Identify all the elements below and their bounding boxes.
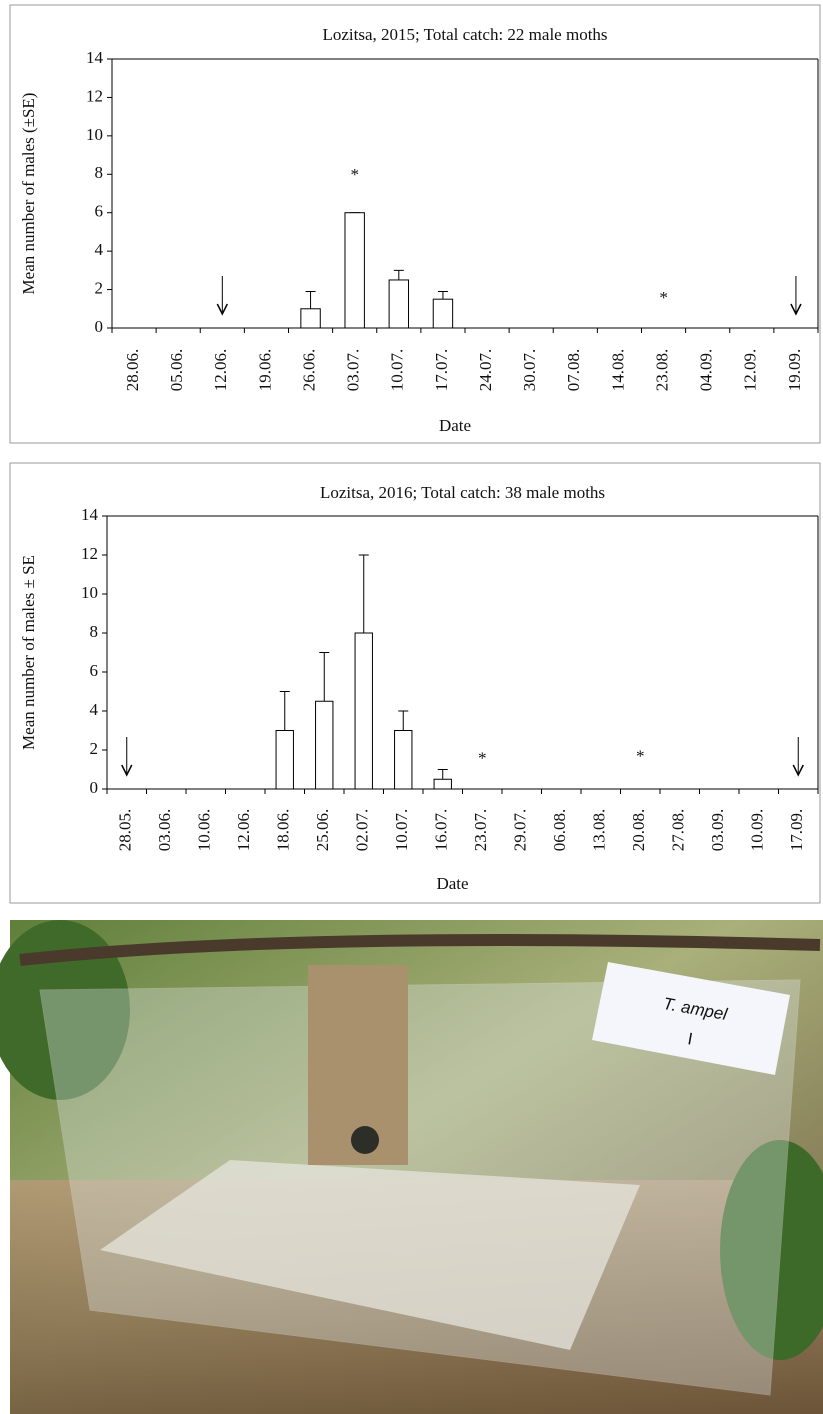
bar xyxy=(389,280,408,328)
y-tick-label: 8 xyxy=(95,163,104,182)
annotation: * xyxy=(350,165,359,184)
y-tick-label: 0 xyxy=(95,317,104,336)
y-tick-label: 6 xyxy=(95,202,104,221)
x-tick-label: 18.06. xyxy=(274,809,293,852)
bar xyxy=(301,309,320,328)
x-tick-label: 14.08. xyxy=(608,349,627,392)
x-tick-label: 03.07. xyxy=(344,349,363,392)
figure: T. ampel I Lozitsa, 2015; Total catch: 2… xyxy=(0,0,823,1414)
x-tick-label: 04.09. xyxy=(697,349,716,392)
x-tick-label: 07.08. xyxy=(564,349,583,392)
y-tick-label: 6 xyxy=(90,661,99,680)
x-tick-label: 27.08. xyxy=(669,809,688,852)
x-tick-label: 10.09. xyxy=(748,809,767,852)
y-tick-label: 8 xyxy=(90,622,99,641)
x-tick-label: 19.06. xyxy=(255,349,274,392)
x-tick-label: 06.08. xyxy=(550,809,569,852)
bar xyxy=(316,701,333,789)
x-tick-label: 16.07. xyxy=(432,809,451,852)
y-tick-label: 10 xyxy=(81,583,98,602)
x-tick-label: 23.07. xyxy=(471,809,490,852)
x-tick-label: 03.06. xyxy=(155,809,174,852)
chart-title: Lozitsa, 2015; Total catch: 22 male moth… xyxy=(322,25,607,44)
bar xyxy=(345,213,364,328)
chart-title: Lozitsa, 2016; Total catch: 38 male moth… xyxy=(320,483,605,502)
bar xyxy=(355,633,372,789)
y-axis-label: Mean number of males (±SE) xyxy=(19,93,38,295)
y-tick-label: 12 xyxy=(81,544,98,563)
x-tick-label: 25.06. xyxy=(313,809,332,852)
x-tick-label: 12.09. xyxy=(741,349,760,392)
x-axis-label: Date xyxy=(439,416,471,435)
y-tick-label: 10 xyxy=(86,125,103,144)
annotation: * xyxy=(478,749,487,768)
figure-canvas: T. ampel I Lozitsa, 2015; Total catch: 2… xyxy=(0,0,823,1414)
x-tick-label: 28.05. xyxy=(116,809,135,852)
y-tick-label: 2 xyxy=(90,739,99,758)
x-tick-label: 17.07. xyxy=(432,349,451,392)
x-axis-label: Date xyxy=(436,874,468,893)
x-tick-label: 19.09. xyxy=(785,349,804,392)
x-tick-label: 26.06. xyxy=(299,349,318,392)
bar xyxy=(395,731,412,790)
y-tick-label: 2 xyxy=(95,278,104,297)
y-tick-label: 0 xyxy=(90,778,99,797)
x-tick-label: 23.08. xyxy=(652,349,671,392)
x-tick-label: 17.09. xyxy=(787,809,806,852)
bar xyxy=(433,299,452,328)
y-tick-label: 12 xyxy=(86,86,103,105)
x-tick-label: 20.08. xyxy=(629,809,648,852)
bar xyxy=(276,731,293,790)
x-tick-label: 12.06. xyxy=(211,349,230,392)
x-tick-label: 10.07. xyxy=(392,809,411,852)
annotation: * xyxy=(659,288,668,307)
x-tick-label: 10.07. xyxy=(388,349,407,392)
x-tick-label: 29.07. xyxy=(511,809,530,852)
x-tick-label: 24.07. xyxy=(476,349,495,392)
y-tick-label: 14 xyxy=(86,48,104,67)
x-tick-label: 28.06. xyxy=(123,349,142,392)
x-tick-label: 10.06. xyxy=(195,809,214,852)
lure xyxy=(351,1126,379,1154)
x-tick-label: 30.07. xyxy=(520,349,539,392)
x-tick-label: 12.06. xyxy=(234,809,253,852)
y-axis-label: Mean number of males ± SE xyxy=(19,555,38,750)
bar xyxy=(434,779,451,789)
x-tick-label: 13.08. xyxy=(590,809,609,852)
y-tick-label: 14 xyxy=(81,505,99,524)
y-tick-label: 4 xyxy=(95,240,104,259)
y-tick-label: 4 xyxy=(90,700,99,719)
x-tick-label: 02.07. xyxy=(353,809,372,852)
x-tick-label: 05.06. xyxy=(167,349,186,392)
x-tick-label: 03.09. xyxy=(708,809,727,852)
annotation: * xyxy=(636,747,645,766)
photo: T. ampel I xyxy=(0,920,823,1414)
